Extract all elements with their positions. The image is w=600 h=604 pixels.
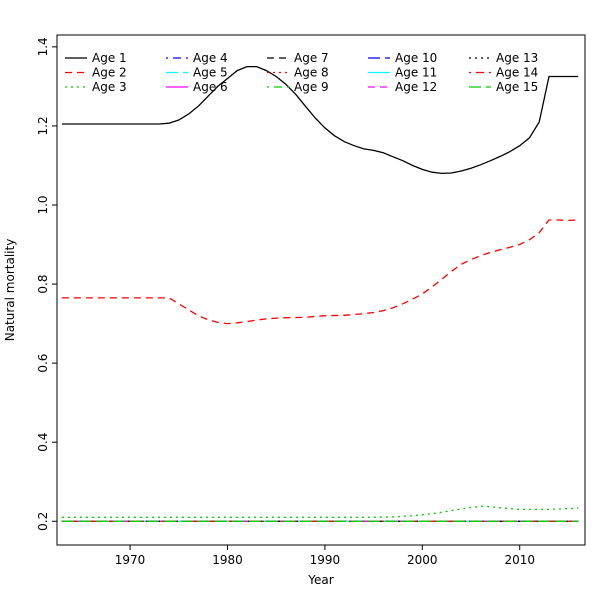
x-axis-tick-label: 2010 xyxy=(504,553,535,567)
series-line-age-2 xyxy=(61,219,579,325)
x-axis-tick-label: 1970 xyxy=(115,553,146,567)
legend-label-age-15: Age 15 xyxy=(496,80,538,94)
legend-label-age-6: Age 6 xyxy=(193,80,228,94)
y-axis-tick-label: 1.2 xyxy=(36,116,50,135)
legend-label-age-12: Age 12 xyxy=(395,80,437,94)
x-axis-tick-label: 1990 xyxy=(310,553,341,567)
y-axis-title: Natural mortality xyxy=(3,239,17,342)
x-axis-tick-label: 2000 xyxy=(407,553,438,567)
legend-label-age-1: Age 1 xyxy=(92,51,127,65)
legend-label-age-4: Age 4 xyxy=(193,51,228,65)
y-axis-tick-label: 0.4 xyxy=(36,433,50,452)
legend-label-age-7: Age 7 xyxy=(294,51,329,65)
y-axis-tick-label: 0.2 xyxy=(36,512,50,531)
y-axis-tick-label: 0.6 xyxy=(36,354,50,373)
legend-label-age-10: Age 10 xyxy=(395,51,437,65)
series-line-age-1 xyxy=(61,65,579,175)
y-axis-tick-label: 1.4 xyxy=(36,37,50,56)
y-axis-tick-label: 0.8 xyxy=(36,275,50,294)
legend-label-age-5: Age 5 xyxy=(193,66,228,80)
legend-label-age-8: Age 8 xyxy=(294,66,329,80)
y-axis-tick-label: 1.0 xyxy=(36,195,50,214)
plot-box xyxy=(56,34,586,546)
legend-label-age-11: Age 11 xyxy=(395,66,437,80)
legend-label-age-2: Age 2 xyxy=(92,66,127,80)
x-axis-tick-label: 1980 xyxy=(212,553,243,567)
legend-label-age-13: Age 13 xyxy=(496,51,538,65)
legend-label-age-9: Age 9 xyxy=(294,80,329,94)
x-axis-title: Year xyxy=(307,573,333,587)
legend-label-age-14: Age 14 xyxy=(496,66,538,80)
legend-label-age-3: Age 3 xyxy=(92,80,127,94)
